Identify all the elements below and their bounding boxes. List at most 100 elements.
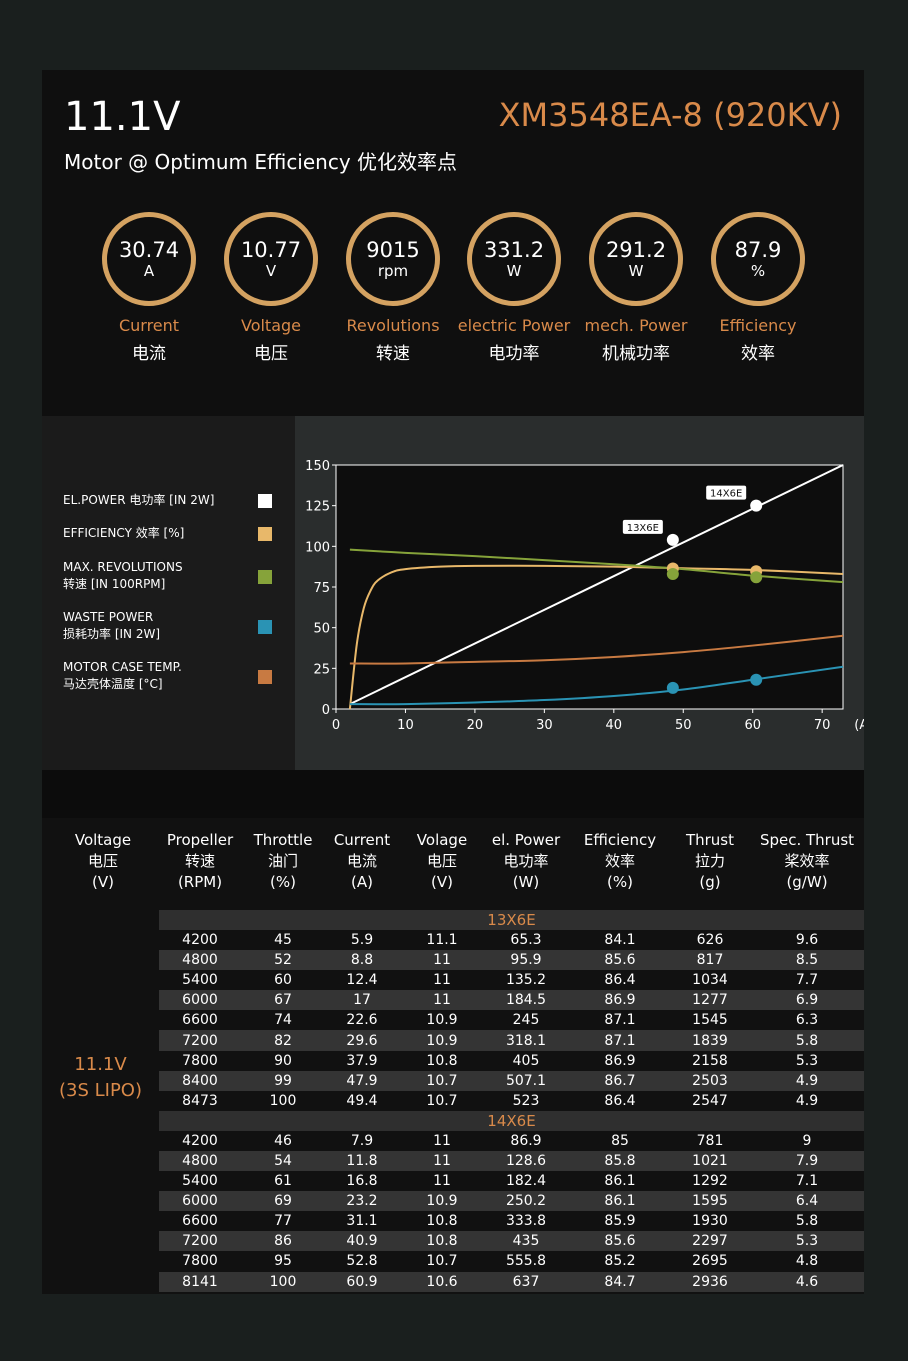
table-cell: 1292 bbox=[692, 1173, 728, 1190]
table-cell: 11.8 bbox=[346, 1152, 378, 1169]
y-tick-label: 50 bbox=[313, 622, 330, 637]
column-header-line: (V) bbox=[92, 873, 114, 891]
table-cell: 100 bbox=[269, 1273, 297, 1290]
column-header: el. Power 电功率 (W) bbox=[466, 830, 586, 893]
column-header-line: 电流 bbox=[346, 852, 377, 870]
table-cell: 8400 bbox=[182, 1072, 218, 1089]
table-row: 6000 67 17 11 184.5 86.9 1277 6.9 bbox=[159, 990, 864, 1011]
table-cell: 333.8 bbox=[505, 1213, 547, 1230]
gauge-current: 30.74 A Current 电流 bbox=[89, 212, 209, 364]
line-chart: 0 25 50 75 100 125 150 0 10 20 30 40 50 60 70 (A) 13X6E 1… bbox=[305, 459, 864, 733]
table-cell: 135.2 bbox=[505, 972, 547, 989]
table-header: Voltage 电压 (V) Propeller 转速 (RPM) Throttle 油门 (%… bbox=[42, 830, 864, 910]
table-cell: 11 bbox=[433, 1132, 451, 1149]
table-cell: 74 bbox=[274, 1012, 292, 1029]
x-tick-label: 40 bbox=[606, 718, 623, 733]
column-header-line: 电功率 bbox=[503, 852, 549, 870]
table-group: 4200 45 5.9 11.1 65.3 84.1 626 9.6 4800 52 8.8 11 95… bbox=[159, 930, 864, 1111]
table-cell: 85 bbox=[611, 1132, 629, 1149]
table-group-title: 14X6E bbox=[159, 1110, 864, 1131]
table-row: 8141 100 60.9 10.6 637 84.7 2936 4.6 bbox=[159, 1271, 864, 1292]
table-cell: 1839 bbox=[692, 1032, 728, 1049]
gauge-unit: W bbox=[506, 262, 522, 280]
table-row: 6600 74 22.6 10.9 245 87.1 1545 6.3 bbox=[159, 1010, 864, 1031]
legend-label: MOTOR CASE TEMP. bbox=[63, 660, 182, 674]
table-cell: 23.2 bbox=[346, 1193, 378, 1210]
table-cell: 86.9 bbox=[510, 1132, 542, 1149]
gauge-voltage: 10.77 V Voltage 电压 bbox=[211, 212, 331, 364]
table-cell: 11 bbox=[433, 952, 451, 969]
gauge-unit: W bbox=[628, 262, 644, 280]
table-cell: 95 bbox=[274, 1253, 292, 1270]
voltage-title: 11.1V bbox=[64, 94, 181, 140]
x-tick-label: 30 bbox=[536, 718, 553, 733]
table-cell: 6000 bbox=[182, 1193, 218, 1210]
x-tick-label: 60 bbox=[744, 718, 761, 733]
table-cell: 11 bbox=[433, 1173, 451, 1190]
column-header-line: Throttle bbox=[253, 831, 313, 849]
table-cell: 49.4 bbox=[346, 1092, 378, 1109]
table-cell: 60 bbox=[274, 972, 292, 989]
column-header-line: (%) bbox=[270, 873, 296, 891]
gauge-ring: 10.77 V bbox=[224, 212, 318, 306]
table-cell: 12.4 bbox=[346, 972, 378, 989]
gauge-mech-power: 291.2 W mech. Power 机械功率 bbox=[576, 212, 696, 364]
column-header-line: Voltage bbox=[74, 831, 132, 849]
marker-point bbox=[750, 673, 763, 686]
legend-swatch bbox=[258, 670, 272, 684]
gauge-row: 30.74 A Current 电流 10.77 V Voltage 电压 90… bbox=[42, 212, 864, 372]
gauge-unit: rpm bbox=[377, 262, 409, 280]
row-label-battery: (3S LIPO) bbox=[58, 1080, 142, 1101]
table-group: 4200 46 7.9 11 86.9 85 781 9 4800 54 11.8 11 128.6 85… bbox=[159, 1130, 864, 1292]
table-cell: 10.7 bbox=[426, 1072, 458, 1089]
table-cell: 7800 bbox=[182, 1253, 218, 1270]
table-cell: 17 bbox=[353, 992, 371, 1009]
table-cell: 5.3 bbox=[795, 1052, 819, 1069]
table-cell: 86.1 bbox=[604, 1173, 636, 1190]
table-cell: 6600 bbox=[182, 1012, 218, 1029]
table-cell: 11.1 bbox=[426, 932, 458, 949]
gauge-label-en: mech. Power bbox=[584, 316, 688, 335]
table-cell: 5400 bbox=[182, 1173, 218, 1190]
table-cell: 85.8 bbox=[604, 1152, 636, 1169]
legend-label-cn: 损耗功率 [IN 2W] bbox=[63, 627, 161, 641]
chart-section: EL.POWER 电功率 [IN 2W] EFFICIENCY 效率 [%] M… bbox=[42, 416, 864, 770]
legend-item-case-temp: MOTOR CASE TEMP. 马达壳体温度 [°C] bbox=[63, 659, 283, 693]
table-cell: 4.9 bbox=[795, 1092, 819, 1109]
gauge-label-en: Voltage bbox=[240, 316, 301, 335]
y-tick-label: 0 bbox=[322, 703, 330, 718]
legend-swatch bbox=[258, 494, 272, 508]
table-cell: 184.5 bbox=[505, 992, 547, 1009]
x-tick-label: 20 bbox=[467, 718, 484, 733]
table-cell: 67 bbox=[274, 992, 292, 1009]
table-cell: 10.7 bbox=[426, 1092, 458, 1109]
column-header: Volage 电压 (V) bbox=[382, 830, 502, 893]
marker-label-box bbox=[706, 485, 747, 500]
column-header-line: Current bbox=[333, 831, 391, 849]
column-header-line: (g) bbox=[699, 873, 721, 891]
legend-label: EL.POWER 电功率 [IN 2W] bbox=[63, 493, 215, 507]
table-cell: 52 bbox=[274, 952, 292, 969]
table-cell: 7200 bbox=[182, 1233, 218, 1250]
table-cell: 6.4 bbox=[795, 1193, 819, 1210]
table-cell: 31.1 bbox=[346, 1213, 378, 1230]
table-cell: 7200 bbox=[182, 1032, 218, 1049]
column-header-line: 转速 bbox=[184, 852, 215, 870]
marker-point bbox=[666, 567, 679, 580]
table-body: 13X6E 4200 45 5.9 11.1 65.3 84.1 626 9.6 4800 52 8.… bbox=[159, 910, 864, 1292]
table-cell: 84.7 bbox=[604, 1273, 636, 1290]
table-cell: 1021 bbox=[692, 1152, 728, 1169]
table-row: 4800 52 8.8 11 95.9 85.6 817 8.5 bbox=[159, 950, 864, 971]
legend-item-efficiency: EFFICIENCY 效率 [%] bbox=[63, 525, 283, 542]
table-cell: 10.9 bbox=[426, 1032, 458, 1049]
table-cell: 10.8 bbox=[426, 1052, 458, 1069]
legend-item-waste-power: WASTE POWER 损耗功率 [IN 2W] bbox=[63, 609, 283, 643]
table-cell: 86.1 bbox=[604, 1193, 636, 1210]
gauge-electric-power: 331.2 W electric Power 电功率 bbox=[454, 212, 574, 364]
table-cell: 16.8 bbox=[346, 1173, 378, 1190]
gauge-unit: A bbox=[143, 262, 155, 280]
column-header-line: 桨效率 bbox=[784, 852, 830, 870]
table-group-title: 13X6E bbox=[159, 910, 864, 930]
table-cell: 555.8 bbox=[505, 1253, 547, 1270]
table-cell: 10.6 bbox=[426, 1273, 458, 1290]
